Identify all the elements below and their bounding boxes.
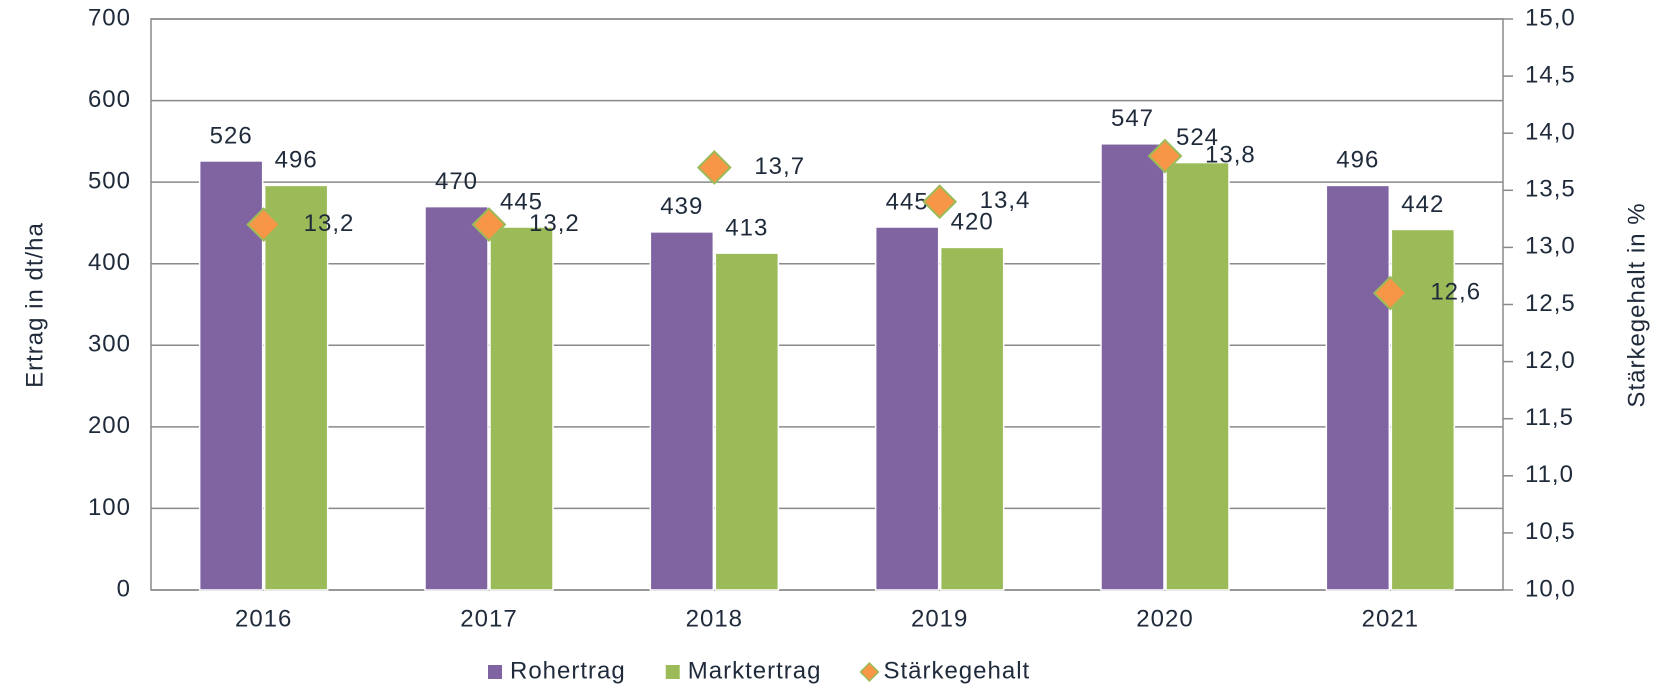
x-tick-label: 2018 [686,605,743,632]
legend-swatch [488,665,502,679]
bar [649,231,715,591]
x-tick-label: 2021 [1362,605,1419,632]
y-axis-title: Ertrag in dt/ha [21,222,48,388]
bar [939,246,1005,591]
y2-tick-label: 10,5 [1525,518,1576,545]
y2-tick-label: 12,0 [1525,347,1576,374]
y2-tick-label: 14,5 [1525,61,1576,88]
diamond-marker [471,207,507,242]
y2-tick-label: 11,0 [1525,461,1574,488]
y-tick-label: 100 [88,494,131,521]
diamond-marker [1372,275,1408,311]
data-label: 524 [1176,124,1219,151]
y2-tick-label: 13,0 [1525,233,1576,260]
data-label: 496 [275,147,318,174]
data-label: 439 [660,193,703,220]
legend-label: Rohertrag [510,657,626,684]
bar [1165,161,1230,591]
y2-tick-label: 13,5 [1525,176,1576,203]
data-label: 526 [210,122,253,149]
data-label: 13,4 [980,187,1031,214]
bar [714,252,780,591]
data-label: 13,2 [529,210,580,237]
y-tick-label: 300 [88,331,131,358]
bar [198,160,264,591]
y2-axis-title: Stärkegehalt in % [1623,202,1650,407]
data-label: 470 [435,168,478,195]
bar [874,226,940,591]
data-label: 12,6 [1430,278,1481,305]
x-tick-label: 2016 [235,605,292,632]
plot-frame [150,18,1504,591]
y-tick-label: 700 [88,4,131,31]
x-tick-label: 2019 [911,605,968,632]
data-label: 420 [951,209,994,236]
y-tick-label: 600 [88,86,131,113]
legend-label: Stärkegehalt [883,657,1030,684]
y2-tick-label: 11,5 [1525,404,1574,431]
diamond-marker [246,207,282,242]
bar [1325,184,1391,591]
diamond-marker [696,150,732,185]
y2-tick-label: 14,0 [1525,119,1576,146]
y-tick-label: 0 [117,575,131,602]
data-label: 13,2 [304,210,355,237]
data-label: 13,7 [754,153,805,180]
x-tick-label: 2017 [460,605,517,632]
legend-swatch [859,661,880,683]
legend-label: Marktertrag [688,657,822,684]
y2-tick-label: 10,0 [1525,575,1576,602]
data-label: 547 [1111,105,1154,132]
bar [1100,143,1165,591]
y-tick-label: 400 [88,249,131,276]
data-label: 496 [1336,147,1379,174]
data-label: 13,8 [1205,141,1256,168]
bar [263,184,329,591]
y2-tick-label: 12,5 [1525,290,1576,317]
diamond-marker [922,184,958,220]
y-tick-label: 500 [88,167,131,194]
data-label: 413 [725,214,768,241]
data-label: 445 [886,188,929,215]
data-label: 442 [1401,191,1444,218]
data-label: 445 [500,188,543,215]
y-tick-label: 200 [88,412,131,439]
bar [489,226,554,591]
x-tick-label: 2020 [1136,605,1193,632]
y2-tick-label: 15,0 [1525,4,1576,31]
bar [424,205,489,591]
diamond-marker [1147,138,1183,174]
legend-swatch [665,665,680,679]
